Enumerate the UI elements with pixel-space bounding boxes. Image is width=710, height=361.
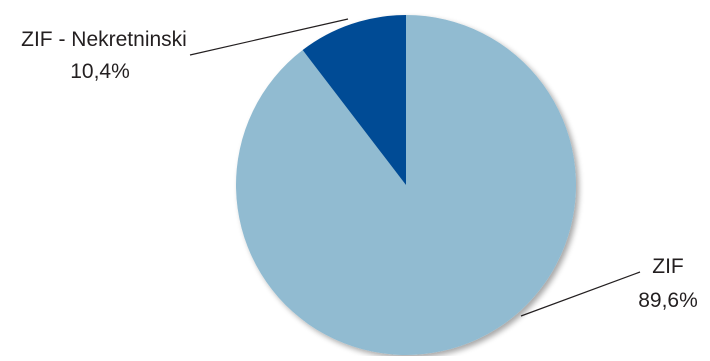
leader-line-zif (520, 271, 641, 317)
pie-slices (236, 15, 577, 355)
leader-line-zif-nekretninski (189, 18, 349, 56)
slice-labels: ZIF - Nekretninski 10,4% ZIF 89,6% (21, 28, 698, 312)
slice-label-zif-nekretninski-value: 10,4% (70, 60, 130, 83)
slice-label-zif-nekretninski-name: ZIF - Nekretninski (21, 28, 187, 51)
slice-label-zif-value: 89,6% (638, 289, 698, 312)
leader-lines (189, 18, 641, 317)
slice-label-zif-name: ZIF (652, 255, 684, 278)
pie-slice-zif-nekretninski (302, 15, 406, 185)
pie-slice-zif (236, 15, 577, 355)
